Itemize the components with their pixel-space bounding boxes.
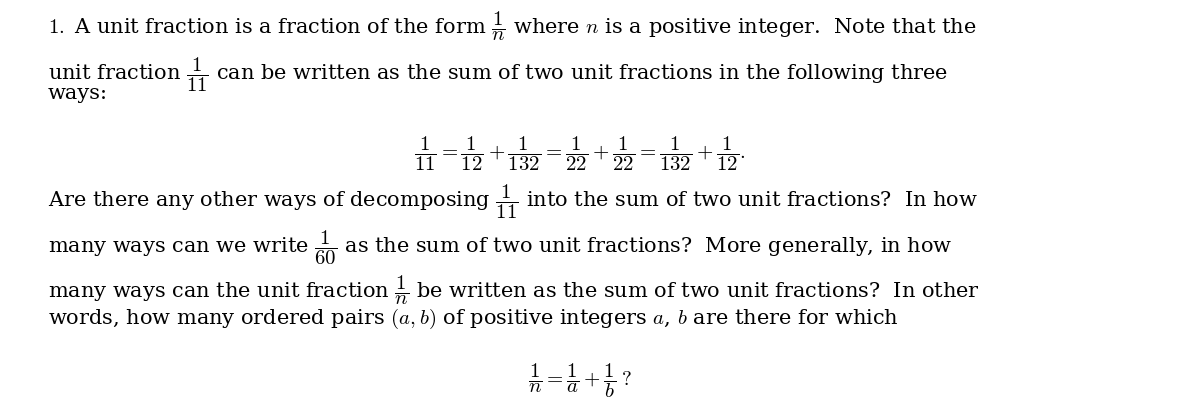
- Text: unit fraction $\dfrac{1}{11}$ can be written as the sum of two unit fractions in: unit fraction $\dfrac{1}{11}$ can be wri…: [48, 56, 948, 94]
- Text: $\dfrac{1}{n} = \dfrac{1}{a} + \dfrac{1}{b}\;?$: $\dfrac{1}{n} = \dfrac{1}{a} + \dfrac{1}…: [528, 362, 632, 400]
- Text: many ways can we write $\dfrac{1}{60}$ as the sum of two unit fractions?  More g: many ways can we write $\dfrac{1}{60}$ a…: [48, 228, 953, 267]
- Text: many ways can the unit fraction $\dfrac{1}{n}$ be written as the sum of two unit: many ways can the unit fraction $\dfrac{…: [48, 274, 979, 307]
- Text: $\mathbf{1.}$ A unit fraction is a fraction of the form $\dfrac{1}{n}$ where $n$: $\mathbf{1.}$ A unit fraction is a fract…: [48, 10, 976, 43]
- Text: words, how many ordered pairs $(a, b)$ of positive integers $a$, $b$ are there f: words, how many ordered pairs $(a, b)$ o…: [48, 307, 899, 331]
- Text: ways:: ways:: [48, 84, 108, 103]
- Text: $\dfrac{1}{11} = \dfrac{1}{12} + \dfrac{1}{132} = \dfrac{1}{22} + \dfrac{1}{22} : $\dfrac{1}{11} = \dfrac{1}{12} + \dfrac{…: [414, 134, 746, 173]
- Text: Are there any other ways of decomposing $\dfrac{1}{11}$ into the sum of two unit: Are there any other ways of decomposing …: [48, 182, 978, 221]
